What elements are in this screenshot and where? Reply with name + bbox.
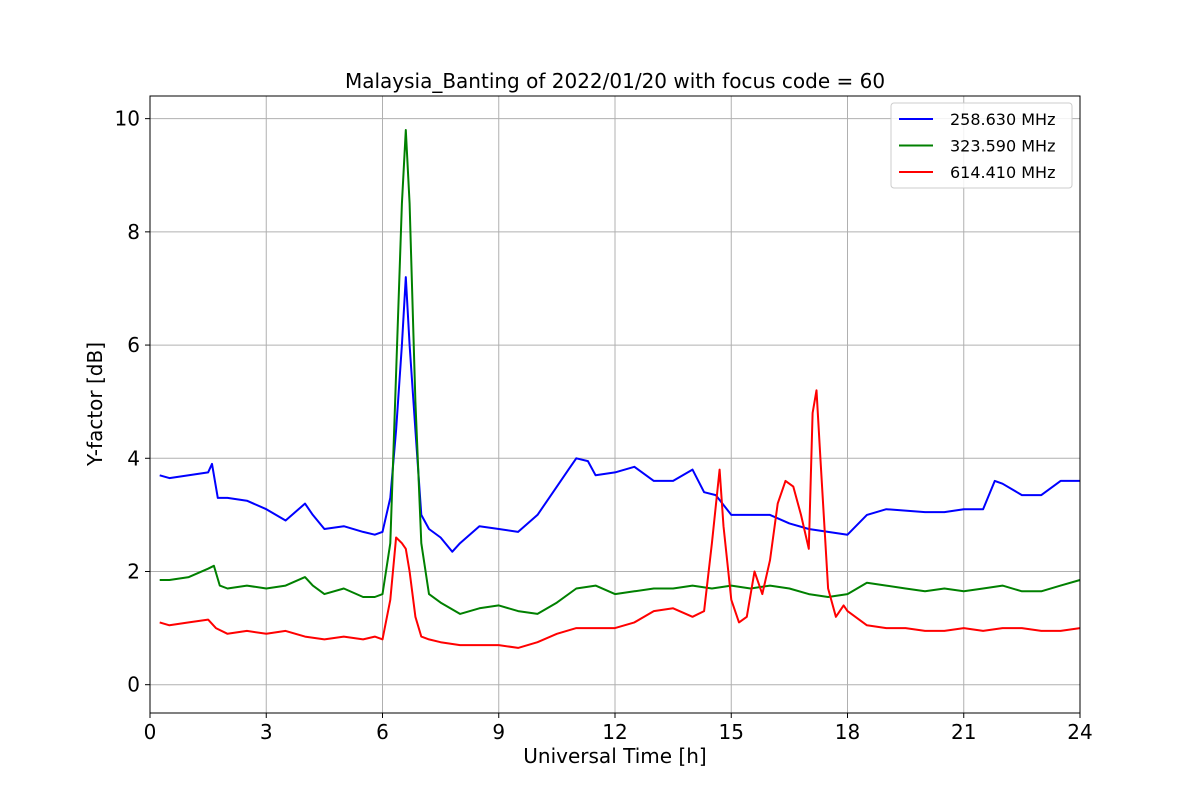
x-tick-label: 18 (835, 720, 860, 744)
legend: 258.630 MHz 323.590 MHz 614.410 MHz (890, 102, 1073, 189)
legend-box (890, 102, 1073, 189)
chart-title: Malaysia_Banting of 2022/01/20 with focu… (345, 69, 885, 93)
x-axis-ticks: 0 3 6 9 12 15 18 21 24 (144, 713, 1093, 744)
y-tick-label: 0 (127, 673, 140, 697)
x-tick-label: 24 (1067, 720, 1092, 744)
x-tick-label: 12 (602, 720, 627, 744)
y-tick-label: 10 (115, 107, 140, 131)
x-tick-label: 9 (492, 720, 505, 744)
series-lines (159, 129, 1081, 649)
y-tick-label: 8 (127, 220, 140, 244)
legend-label-2: 323.590 MHz (950, 137, 1055, 156)
x-tick-label: 0 (144, 720, 157, 744)
x-tick-label: 6 (376, 720, 389, 744)
y-axis-label: Y-factor [dB] (83, 342, 107, 467)
x-tick-label: 15 (719, 720, 744, 744)
y-axis-ticks: 0 2 4 6 8 10 (115, 107, 150, 697)
series-line-3 (159, 389, 1081, 649)
x-tick-label: 21 (951, 720, 976, 744)
x-axis-label: Universal Time [h] (523, 744, 706, 768)
series-line-1 (159, 276, 1080, 553)
y-tick-label: 4 (127, 446, 140, 470)
y-tick-label: 6 (127, 333, 140, 357)
y-tick-label: 2 (127, 559, 140, 583)
legend-label-3: 614.410 MHz (950, 163, 1055, 182)
series-line-2 (159, 129, 1081, 615)
legend-label-1: 258.630 MHz (950, 110, 1055, 129)
x-tick-label: 3 (260, 720, 273, 744)
